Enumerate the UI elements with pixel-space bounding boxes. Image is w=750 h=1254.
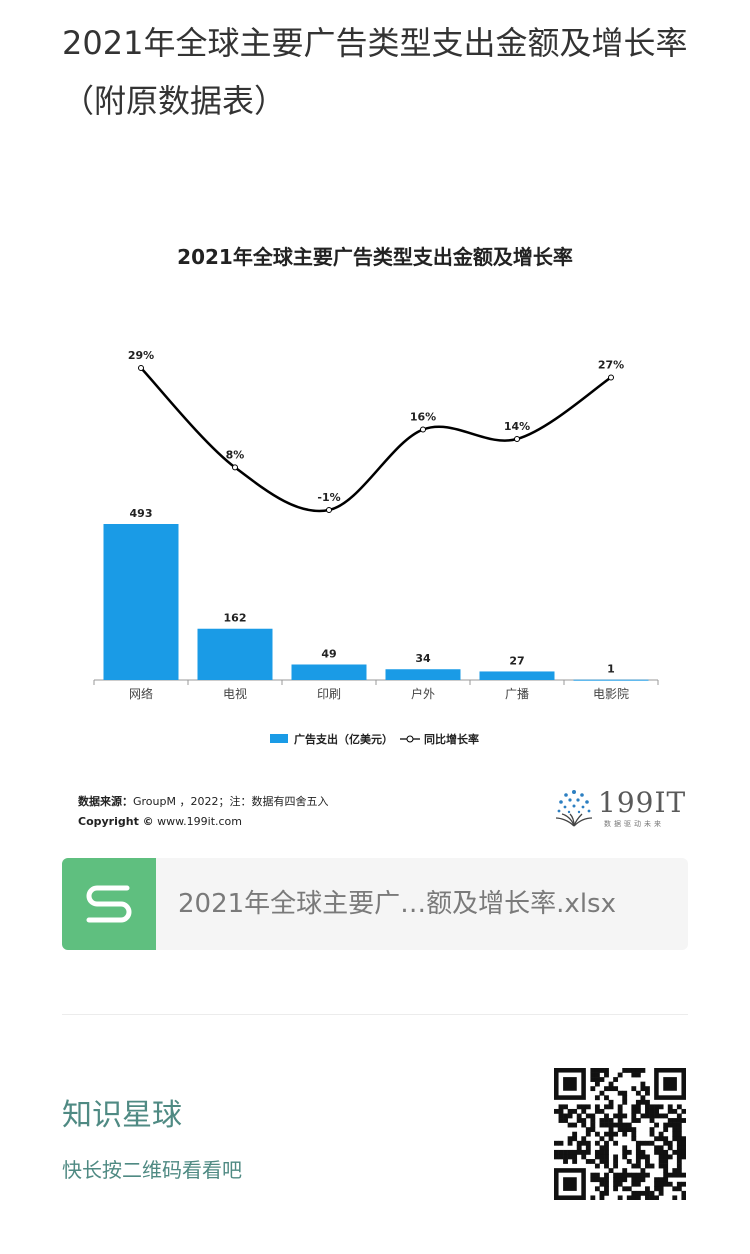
legend-line-label: 同比增长率: [424, 732, 479, 746]
bar: [103, 524, 179, 680]
legend-bar-label: 广告支出（亿美元）: [294, 732, 393, 746]
chart-title: 2021年全球主要广告类型支出金额及增长率: [177, 245, 573, 269]
chart-image: 2021年全球主要广告类型支出金额及增长率 493 网络 162 电视 49 印刷 34 户外 2…: [62, 220, 688, 840]
chart-source: 数据来源：GroupM ，2022；注：数据有四舍五入 Copyright © …: [78, 792, 328, 832]
growth-point: [514, 436, 520, 442]
growth-label: 16%: [410, 411, 436, 424]
growth-point: [138, 365, 144, 371]
x-tick-label: 印刷: [317, 687, 341, 701]
logo-text: 199IT: [598, 786, 687, 819]
logo-subtitle: 数据驱动未来: [604, 820, 664, 828]
growth-point: [326, 507, 332, 513]
copyright-text: www.199it.com: [153, 815, 242, 828]
x-tick-label: 电影院: [593, 687, 629, 701]
x-tick-label: 户外: [411, 686, 435, 701]
growth-label: 14%: [504, 420, 530, 433]
bar-label: 493: [130, 507, 153, 520]
x-tick-label: 网络: [129, 686, 153, 701]
growth-point: [232, 464, 238, 471]
growth-point: [420, 426, 426, 433]
article-title: 2021年全球主要广告类型支出金额及增长率（附原数据表）: [62, 24, 688, 120]
legend-bar-swatch: [270, 734, 288, 743]
divider: [62, 1014, 688, 1015]
source-text: GroupM ，2022；注：数据有四舍五入: [133, 795, 329, 808]
bar: [291, 664, 367, 680]
bar-label: 27: [509, 654, 524, 667]
attachment-card[interactable]: 2021年全球主要广…额及增长率.xlsx: [62, 858, 688, 950]
bar-label: 49: [321, 647, 336, 660]
legend-line-marker: [406, 735, 414, 743]
growth-label: 8%: [226, 448, 245, 461]
x-tick-label: 电视: [223, 686, 247, 701]
planet-hint: 快长按二维码看看吧: [62, 1158, 242, 1182]
bar: [479, 671, 555, 680]
growth-point: [608, 374, 614, 381]
bar: [385, 669, 461, 680]
x-tick-label: 广播: [505, 687, 529, 701]
dots-logo-icon: [555, 790, 593, 827]
copyright-label: Copyright ©: [78, 815, 154, 828]
growth-label: -1%: [317, 491, 340, 504]
bar-label: 34: [415, 652, 431, 665]
attachment-file-name[interactable]: 2021年全球主要广…额及增长率.xlsx: [178, 889, 616, 919]
qr-code-icon[interactable]: [554, 1068, 686, 1200]
bar: [197, 628, 273, 680]
chart-svg: 2021年全球主要广告类型支出金额及增长率 493 网络 162 电视 49 印刷 34 户外 2…: [93, 245, 659, 746]
growth-line: [140, 367, 612, 513]
spreadsheet-s-icon: [62, 858, 156, 950]
199it-logo: 199IT 数据驱动未来: [552, 786, 685, 830]
growth-label: 27%: [598, 358, 624, 371]
bar-label: 1: [607, 663, 615, 676]
bar: [573, 679, 649, 681]
planet-name: 知识星球: [62, 1098, 182, 1133]
growth-label: 29%: [128, 349, 154, 362]
source-label: 数据来源：: [78, 795, 133, 808]
bar-label: 162: [224, 612, 247, 625]
